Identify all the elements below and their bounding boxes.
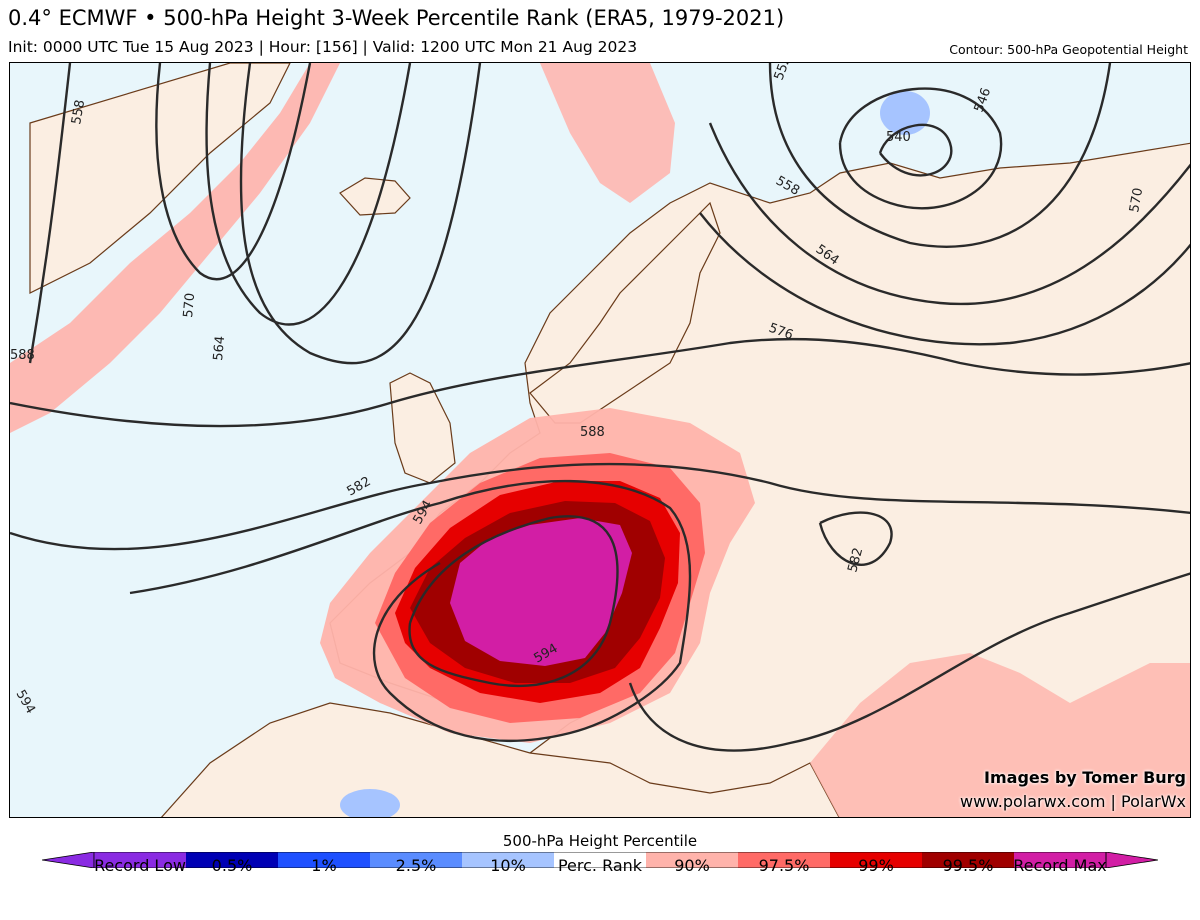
contour-line <box>155 63 312 281</box>
colorbar <box>42 852 1158 868</box>
colorbar-label: 0.5% <box>211 856 253 875</box>
uk-land <box>389 372 456 484</box>
colorbar-label: 97.5% <box>758 856 810 875</box>
colorbar-swatch <box>554 852 646 868</box>
contour-line <box>818 511 893 566</box>
contour-line <box>239 63 482 365</box>
contour-label: 588 <box>580 425 605 440</box>
contour-label: 558 <box>69 99 88 126</box>
colorbar-swatch <box>922 852 1014 868</box>
contour-line <box>129 479 692 743</box>
contour-line <box>10 462 1190 551</box>
contour-label: 582 <box>845 546 866 574</box>
colorbar-swatch <box>830 852 922 868</box>
website-credit: www.polarwx.com | PolarWx <box>959 792 1186 811</box>
pink-anomaly-eastern-med <box>810 653 1190 817</box>
map-title: 0.4° ECMWF • 500-hPa Height 3-Week Perce… <box>8 6 785 30</box>
colorbar-label: 10% <box>490 856 526 875</box>
contour-label: 570 <box>181 292 198 318</box>
record-max-core <box>450 518 632 666</box>
contour-label: 540 <box>886 130 911 145</box>
africa-land <box>160 702 840 817</box>
colorbar-label: 99.5% <box>942 856 994 875</box>
contour-line <box>408 515 619 687</box>
pink-anomaly-north-atlantic <box>10 63 340 433</box>
colorbar-swatch <box>738 852 830 868</box>
colorbar-label: 2.5% <box>395 856 437 875</box>
colorbar-swatch <box>462 852 554 868</box>
colorbar-labels: Record Low 0.5% 1% 2.5% 10% Perc. Rank 9… <box>0 856 1200 886</box>
colorbar-swatch <box>1014 852 1106 868</box>
map-svg: 558 570 564 588 582 594 594 594 588 552 … <box>10 63 1190 817</box>
colorbar-label: Record Low <box>94 856 186 875</box>
contour-note: Contour: 500-hPa Geopotential Height <box>949 42 1188 57</box>
colorbar-label: Perc. Rank <box>557 856 643 875</box>
colorbar-swatch <box>370 852 462 868</box>
colorbar-swatch <box>646 852 738 868</box>
iceland-land <box>339 177 411 216</box>
map-subtitle: Init: 0000 UTC Tue 15 Aug 2023 | Hour: [… <box>8 38 638 56</box>
contour-line <box>10 337 1190 428</box>
image-credit: Images by Tomer Burg <box>984 768 1186 787</box>
contour-line <box>838 87 1003 210</box>
contour-line <box>699 212 1190 346</box>
contour-line <box>708 122 1190 306</box>
colorbar-swatch <box>94 852 186 868</box>
contour-line <box>768 63 1112 248</box>
colorbar-label: 99% <box>858 856 894 875</box>
contour-label: 588 <box>10 348 35 363</box>
low-anomaly-south <box>340 789 400 817</box>
colorbar-label: 1% <box>311 856 337 875</box>
height-contours <box>10 63 1190 752</box>
map-panel: 558 570 564 588 582 594 594 594 588 552 … <box>9 62 1191 818</box>
colorbar-label: Record Max <box>1013 856 1107 875</box>
contour-label: 570 <box>1127 187 1146 214</box>
contour-label: 564 <box>211 335 228 361</box>
contour-line <box>28 63 72 364</box>
contour-line <box>205 63 412 326</box>
colorbar-swatch <box>186 852 278 868</box>
colorbar-title: 500-hPa Height Percentile <box>502 832 698 850</box>
contour-line <box>628 572 1190 752</box>
colorbar-swatch <box>278 852 370 868</box>
pink-anomaly-scandinavia <box>540 63 675 203</box>
contour-line <box>878 123 953 177</box>
colorbar-label: 90% <box>674 856 710 875</box>
